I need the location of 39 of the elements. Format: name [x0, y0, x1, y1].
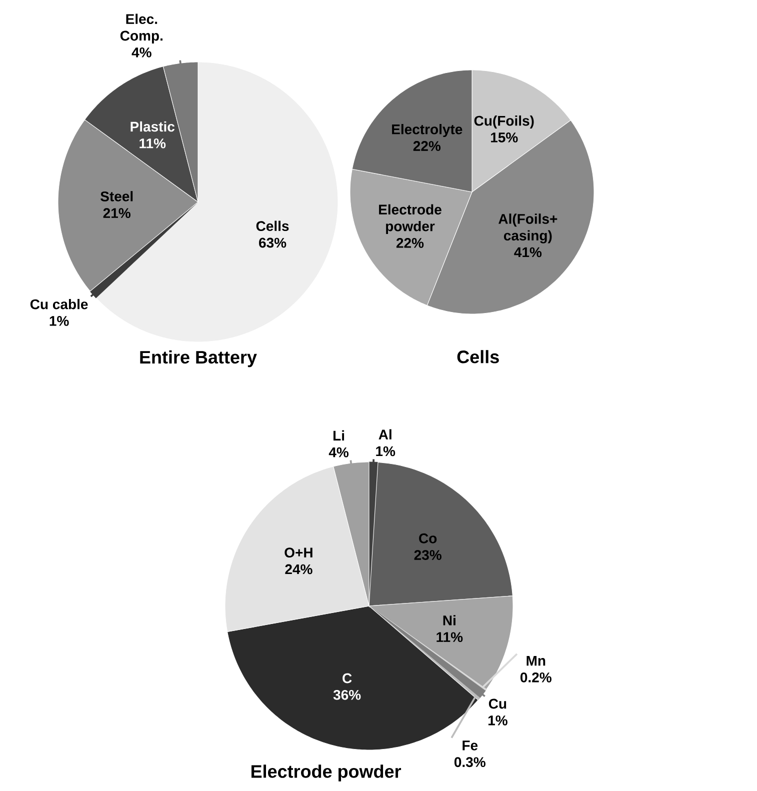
text: Entire Battery — [140, 350, 257, 368]
slice-label: Electrode powder — [379, 204, 442, 234]
data-label: 36% — [333, 690, 361, 700]
slice-label: Mn — [526, 656, 546, 666]
data-label: 22% — [396, 238, 424, 248]
slice-label: Ni — [443, 615, 456, 626]
slice-label: Cu — [488, 698, 506, 709]
data-label: 11% — [140, 138, 166, 148]
slice-label: Cu cable — [30, 298, 88, 310]
slice-label: C — [342, 673, 352, 684]
data-label: 21% — [103, 208, 130, 218]
slice-label: Steel — [100, 191, 133, 202]
slice-label: Al(Foils+ casing) — [498, 214, 558, 244]
data-label: 1% — [50, 316, 69, 326]
slice-label: Cells — [256, 220, 289, 232]
slice-label: Plastic — [130, 121, 175, 132]
data-label: 41% — [514, 247, 542, 258]
slice-label: Cu(Foils) — [474, 115, 534, 129]
data-label: 23% — [414, 550, 442, 560]
data-label: 0.2% — [520, 672, 552, 682]
data-label: 11% — [436, 632, 463, 642]
data-label: 15% — [490, 132, 518, 142]
text: Electrode powder — [252, 764, 402, 782]
data-label: 63% — [259, 238, 286, 248]
data-label: 24% — [285, 564, 312, 574]
slice-label: Co — [419, 533, 437, 544]
data-label: 1% — [376, 446, 396, 456]
slice-label: O+H — [284, 548, 312, 558]
slice-label: Al — [378, 429, 392, 440]
data-label: 0.3% — [454, 757, 486, 768]
data-label: 22% — [413, 141, 441, 151]
slice-label: Elec. Comp. — [120, 14, 162, 44]
data-label: 1% — [488, 716, 508, 726]
data-label: 4% — [132, 47, 152, 58]
slice-label: Electrolyte — [392, 124, 462, 138]
text: Cells — [457, 350, 499, 364]
slice-label: Fe — [462, 740, 478, 750]
data-label: 4% — [328, 447, 349, 458]
slice-label: Li — [334, 430, 344, 440]
